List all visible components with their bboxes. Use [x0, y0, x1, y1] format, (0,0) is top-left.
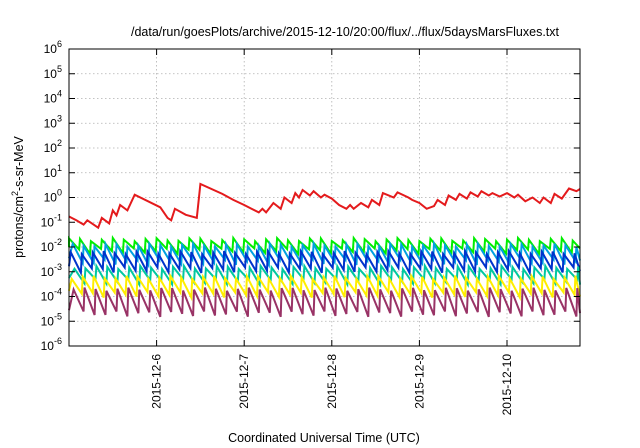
series-layer — [68, 182, 581, 318]
y-tick-label: 106 — [44, 39, 62, 56]
series-line-0 — [68, 182, 581, 230]
y-tick-label: 101 — [44, 163, 62, 180]
y-tick-label: 10-4 — [41, 287, 62, 304]
axes: 10-6 10-5 10-4 10-3 10-2 10-1 100 101 102 103 104 1… — [41, 39, 580, 415]
series-line-5 — [68, 272, 581, 302]
y-tick-label: 10-6 — [41, 336, 62, 353]
chart-title: /data/run/goesPlots/archive/2015-12-10/2… — [131, 25, 560, 39]
series-line-2 — [68, 239, 581, 269]
y-tick-label: 103 — [44, 113, 62, 130]
y-tick-label: 10-5 — [41, 311, 62, 328]
y-axis-label: protons/cm2-s-sr-MeV — [10, 135, 26, 257]
x-tick-label: 2015-12-8 — [325, 354, 339, 409]
x-tick-label: 2015-12-6 — [150, 354, 164, 409]
y-tick-label: 10-2 — [41, 237, 62, 254]
y-tick-label: 105 — [44, 64, 62, 81]
x-tick-label: 2015-12-10 — [500, 354, 514, 416]
series-line-6 — [68, 286, 581, 318]
series-line-3 — [68, 247, 581, 277]
y-tick-label: 100 — [44, 188, 62, 205]
y-tick-label: 102 — [44, 138, 62, 155]
x-axis-label: Coordinated Universal Time (UTC) — [228, 431, 420, 445]
x-tick-label: 2015-12-9 — [412, 354, 426, 409]
y-tick-label: 10-3 — [41, 262, 62, 279]
y-tick-label: 10-1 — [41, 212, 62, 229]
x-tick-label: 2015-12-7 — [237, 354, 251, 409]
y-tick-label: 104 — [44, 89, 62, 106]
